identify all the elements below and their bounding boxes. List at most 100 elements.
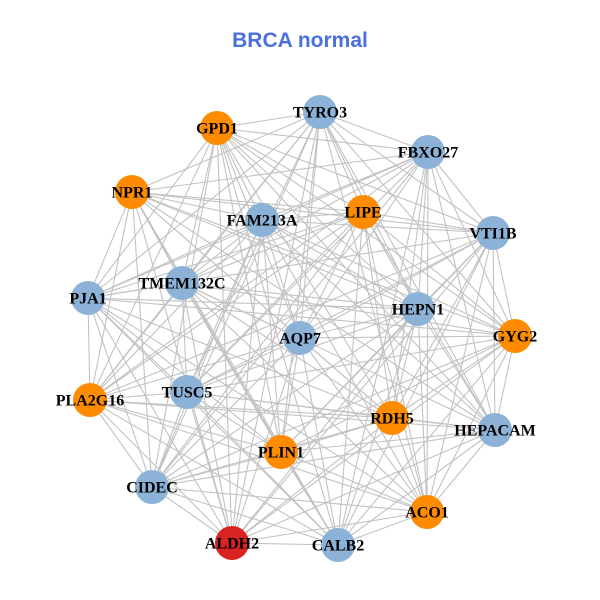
node-label-CALB2: CALB2 bbox=[312, 538, 364, 555]
edge-CALB2-PLA2G16 bbox=[89, 399, 339, 546]
node-label-PLIN1: PLIN1 bbox=[258, 445, 304, 462]
edge-FBXO27-VTI1B bbox=[427, 151, 494, 234]
edge-ACO1-PJA1 bbox=[87, 297, 428, 513]
edge-CIDEC-PJA1 bbox=[87, 297, 153, 488]
edge-AQP7-TUSC5 bbox=[186, 337, 301, 393]
edge-ACO1-ALDH2 bbox=[231, 511, 428, 544]
edge-RDH5-PLIN1 bbox=[280, 417, 393, 453]
node-PLA2G16 bbox=[73, 383, 107, 417]
node-ACO1 bbox=[410, 495, 444, 529]
node-FBXO27 bbox=[411, 135, 445, 169]
edge-GYG2-ACO1 bbox=[426, 335, 516, 513]
node-label-LIPE: LIPE bbox=[344, 205, 381, 222]
edge-GYG2-AQP7 bbox=[299, 335, 516, 339]
node-PJA1 bbox=[71, 281, 105, 315]
edge-TMEM132C-HEPN1 bbox=[181, 282, 419, 310]
node-label-PLA2G16: PLA2G16 bbox=[56, 393, 124, 410]
node-circles bbox=[71, 95, 532, 562]
node-TMEM132C bbox=[165, 266, 199, 300]
node-labels: GPD1 TYRO3 FBXO27 VTI1B GYG2 HEPACAM ACO1 CALB2… bbox=[56, 105, 537, 555]
edge-TYRO3-HEPACAM bbox=[319, 111, 496, 431]
edge-VTI1B-GYG2 bbox=[492, 232, 516, 337]
edge-ACO1-FAM213A bbox=[261, 219, 428, 513]
edge-TUSC5-PLIN1 bbox=[186, 391, 282, 453]
edge-LIPE-TMEM132C bbox=[181, 211, 364, 284]
edge-TYRO3-ACO1 bbox=[319, 111, 428, 513]
edge-GPD1-PLA2G16 bbox=[89, 127, 218, 401]
edge-NPR1-FAM213A bbox=[131, 191, 263, 221]
edge-ALDH2-FAM213A bbox=[231, 219, 263, 544]
edge-FBXO27-CALB2 bbox=[337, 151, 429, 546]
edge-GPD1-LIPE bbox=[216, 127, 364, 213]
edge-CALB2-TUSC5 bbox=[186, 391, 339, 546]
edge-CALB2-PLIN1 bbox=[280, 451, 339, 546]
edge-TMEM132C-TUSC5 bbox=[181, 282, 188, 393]
edge-HEPACAM-CALB2 bbox=[337, 429, 496, 546]
edge-TMEM132C-PLIN1 bbox=[181, 282, 282, 453]
edge-HEPACAM-PLA2G16 bbox=[89, 399, 496, 431]
edge-PLA2G16-FAM213A bbox=[89, 219, 263, 401]
edge-HEPACAM-RDH5 bbox=[391, 417, 496, 431]
node-label-VTI1B: VTI1B bbox=[469, 226, 516, 243]
edge-ALDH2-TMEM132C bbox=[181, 282, 233, 544]
node-label-HEPACAM: HEPACAM bbox=[454, 423, 535, 440]
edge-TUSC5-RDH5 bbox=[186, 391, 393, 419]
edge-CIDEC-HEPN1 bbox=[151, 308, 419, 488]
edge-GPD1-CIDEC bbox=[151, 127, 218, 488]
edge-CALB2-CIDEC bbox=[151, 486, 339, 546]
edge-LIPE-AQP7 bbox=[299, 211, 364, 339]
node-CALB2 bbox=[321, 528, 355, 562]
edge-AQP7-PLIN1 bbox=[280, 337, 301, 453]
node-NPR1 bbox=[115, 175, 149, 209]
node-label-HEPN1: HEPN1 bbox=[392, 302, 444, 319]
node-label-AQP7: AQP7 bbox=[279, 331, 321, 348]
edge-PJA1-TUSC5 bbox=[87, 297, 188, 393]
edge-PLA2G16-TMEM132C bbox=[89, 282, 183, 401]
edge-VTI1B-TUSC5 bbox=[186, 232, 494, 393]
edge-GPD1-FAM213A bbox=[216, 127, 263, 221]
edge-HEPACAM-ALDH2 bbox=[231, 429, 496, 544]
edge-GYG2-FAM213A bbox=[261, 219, 516, 337]
edge-PLA2G16-NPR1 bbox=[89, 191, 133, 401]
node-LIPE bbox=[346, 195, 380, 229]
edge-PLA2G16-LIPE bbox=[89, 211, 364, 401]
edge-CIDEC-FAM213A bbox=[151, 219, 263, 488]
node-CIDEC bbox=[135, 470, 169, 504]
edge-GYG2-LIPE bbox=[362, 211, 516, 337]
edge-LIPE-RDH5 bbox=[362, 211, 393, 419]
edge-ACO1-PLIN1 bbox=[280, 451, 428, 513]
edge-FBXO27-TUSC5 bbox=[186, 151, 429, 393]
edge-TMEM132C-RDH5 bbox=[181, 282, 393, 419]
edge-TYRO3-VTI1B bbox=[319, 111, 494, 234]
node-GPD1 bbox=[200, 111, 234, 145]
edge-FAM213A-PLIN1 bbox=[261, 219, 282, 453]
edge-CIDEC-PLIN1 bbox=[151, 451, 282, 488]
edge-HEPACAM-ACO1 bbox=[426, 429, 496, 513]
edge-TYRO3-AQP7 bbox=[299, 111, 321, 339]
node-label-TUSC5: TUSC5 bbox=[162, 385, 213, 402]
edge-GPD1-HEPACAM bbox=[216, 127, 496, 431]
edge-CALB2-LIPE bbox=[337, 211, 364, 546]
edge-NPR1-HEPN1 bbox=[131, 191, 419, 310]
node-label-NPR1: NPR1 bbox=[112, 185, 153, 202]
edge-NPR1-LIPE bbox=[131, 191, 364, 213]
edge-ALDH2-NPR1 bbox=[131, 191, 233, 544]
edge-FAM213A-HEPN1 bbox=[261, 219, 419, 310]
edge-VTI1B-HEPACAM bbox=[492, 232, 496, 431]
node-label-GPD1: GPD1 bbox=[196, 121, 238, 138]
node-GYG2 bbox=[498, 319, 532, 353]
edge-FAM213A-AQP7 bbox=[261, 219, 301, 339]
edge-PJA1-HEPN1 bbox=[87, 297, 419, 310]
edge-ALDH2-RDH5 bbox=[231, 417, 393, 544]
edge-CIDEC-AQP7 bbox=[151, 337, 301, 488]
edge-FBXO27-PLA2G16 bbox=[89, 151, 429, 401]
node-label-FAM213A: FAM213A bbox=[227, 213, 298, 230]
edge-FBXO27-CIDEC bbox=[151, 151, 429, 488]
node-FAM213A bbox=[245, 203, 279, 237]
edge-CIDEC-PLA2G16 bbox=[89, 399, 153, 488]
edge-TYRO3-PLIN1 bbox=[280, 111, 321, 453]
edge-CALB2-AQP7 bbox=[299, 337, 339, 546]
node-AQP7 bbox=[283, 321, 317, 355]
edge-ACO1-TMEM132C bbox=[181, 282, 428, 513]
